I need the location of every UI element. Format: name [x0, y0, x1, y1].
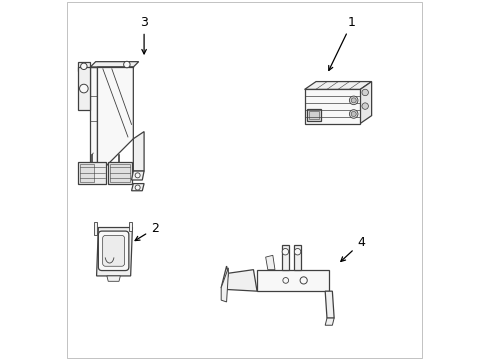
Circle shape: [361, 103, 367, 109]
Polygon shape: [294, 244, 300, 270]
Polygon shape: [325, 291, 333, 318]
Polygon shape: [78, 162, 106, 184]
Polygon shape: [221, 268, 228, 302]
Polygon shape: [108, 162, 131, 184]
Polygon shape: [257, 270, 328, 291]
FancyBboxPatch shape: [102, 235, 124, 266]
Polygon shape: [110, 164, 129, 182]
Polygon shape: [282, 244, 288, 270]
Circle shape: [294, 248, 300, 255]
Polygon shape: [90, 62, 139, 67]
Circle shape: [123, 61, 130, 68]
Polygon shape: [80, 164, 94, 182]
Polygon shape: [133, 132, 144, 171]
Polygon shape: [107, 276, 120, 281]
Polygon shape: [78, 67, 90, 110]
Polygon shape: [90, 67, 97, 175]
Polygon shape: [265, 255, 274, 270]
Circle shape: [350, 98, 355, 103]
Polygon shape: [94, 222, 97, 235]
Circle shape: [81, 63, 87, 69]
Text: 4: 4: [340, 236, 364, 261]
Circle shape: [80, 84, 88, 93]
Text: 3: 3: [140, 16, 148, 54]
Circle shape: [361, 89, 367, 96]
Circle shape: [135, 173, 140, 178]
Polygon shape: [224, 270, 257, 291]
Circle shape: [349, 96, 357, 105]
Polygon shape: [308, 111, 319, 119]
Polygon shape: [78, 62, 90, 71]
Polygon shape: [307, 109, 321, 121]
Polygon shape: [221, 266, 228, 289]
Polygon shape: [304, 82, 371, 89]
Circle shape: [300, 277, 306, 284]
Circle shape: [350, 112, 355, 117]
Polygon shape: [131, 171, 144, 180]
Polygon shape: [128, 222, 132, 231]
Polygon shape: [304, 89, 360, 123]
Circle shape: [135, 185, 140, 190]
Circle shape: [282, 248, 288, 255]
Text: 2: 2: [135, 222, 159, 240]
Polygon shape: [97, 67, 133, 175]
FancyBboxPatch shape: [98, 231, 128, 271]
Polygon shape: [131, 184, 144, 191]
Polygon shape: [325, 318, 333, 325]
Circle shape: [349, 110, 357, 118]
Polygon shape: [96, 228, 132, 276]
Polygon shape: [360, 82, 371, 123]
Circle shape: [282, 278, 288, 283]
Text: 1: 1: [328, 16, 355, 71]
